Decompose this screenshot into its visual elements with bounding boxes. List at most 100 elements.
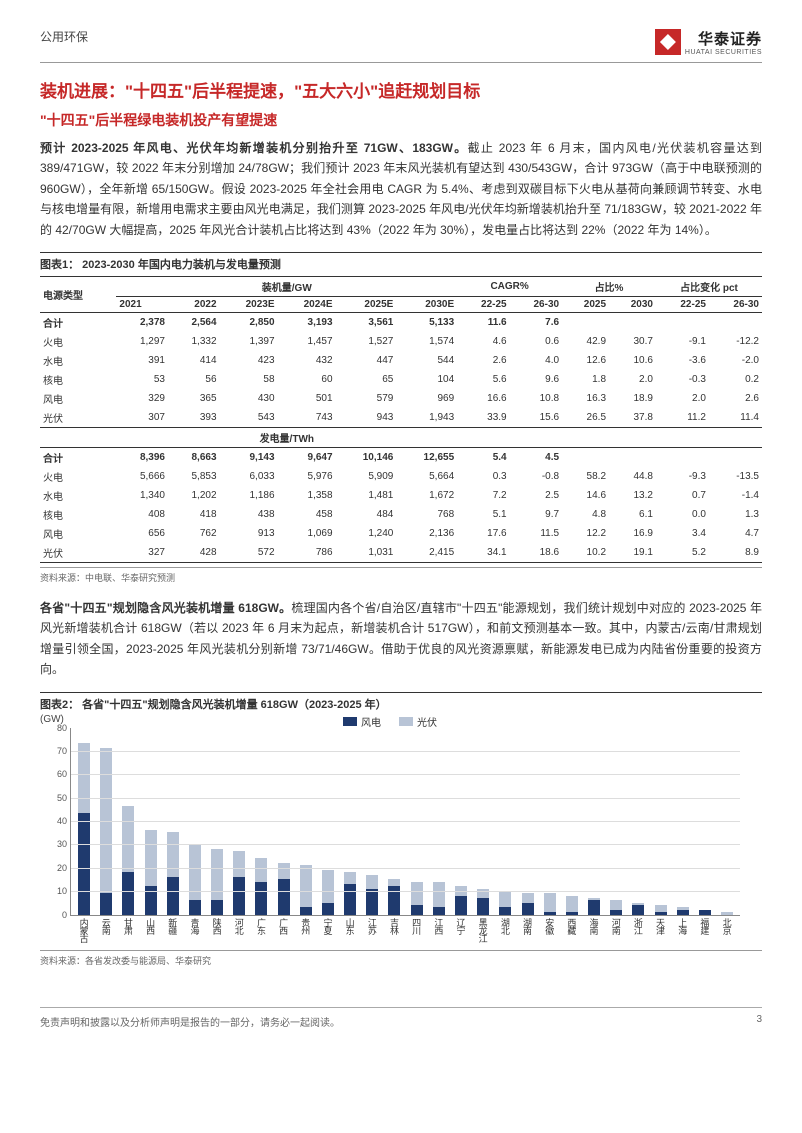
- x-label: 上海: [676, 918, 689, 934]
- chart-legend: 风电 光伏: [343, 714, 437, 729]
- bar-wind: [499, 907, 511, 914]
- bar-wind: [278, 879, 290, 914]
- x-label: 河北: [233, 918, 246, 934]
- x-label: 广东: [255, 918, 268, 934]
- x-label: 四川: [410, 918, 423, 934]
- bar-solar: [388, 879, 400, 886]
- x-label: 浙江: [632, 918, 645, 934]
- bar-solar: [145, 830, 157, 886]
- bar-solar: [300, 865, 312, 907]
- page-footer: 免责声明和披露以及分析师声明是报告的一部分，请务必一起阅读。 3: [40, 1007, 762, 1029]
- bar-solar: [522, 893, 534, 902]
- y-tick: 70: [57, 746, 71, 756]
- bar-wind: [100, 893, 112, 914]
- bar-wind: [189, 900, 201, 914]
- paragraph-2: 各省"十四五"规划隐含风光装机增量 618GW。梳理国内各个省/自治区/直辖市"…: [40, 598, 762, 680]
- header-section: 公用环保: [40, 28, 88, 45]
- chart-source: 资料来源：各省发改委与能源局、华泰研究: [40, 950, 762, 967]
- bar-solar: [477, 889, 489, 898]
- x-label: 广西: [277, 918, 290, 934]
- legend-swatch: [343, 717, 357, 726]
- bar-wind: [433, 907, 445, 914]
- heading-2: "十四五"后半程绿电装机投产有望提速: [40, 110, 762, 130]
- x-label: 黑龙江: [477, 918, 490, 942]
- bar-solar: [499, 891, 511, 907]
- bar-wind: [699, 910, 711, 915]
- bar-wind: [211, 900, 223, 914]
- bar-solar: [433, 882, 445, 908]
- legend-label: 光伏: [417, 714, 437, 729]
- x-label: 江苏: [366, 918, 379, 934]
- bar-wind: [477, 898, 489, 914]
- x-label: 甘肃: [122, 918, 135, 934]
- bar-wind: [411, 905, 423, 914]
- x-label: 福建: [698, 918, 711, 934]
- bar-wind: [522, 903, 534, 915]
- x-label: 新疆: [166, 918, 179, 934]
- bar-wind: [122, 872, 134, 914]
- bar-solar: [721, 912, 733, 914]
- x-label: 青海: [188, 918, 201, 934]
- table1-title: 图表1： 2023-2030 年国内电力装机与发电量预测: [40, 252, 762, 272]
- bar-wind: [455, 896, 467, 915]
- x-label: 天津: [654, 918, 667, 934]
- bar-solar: [278, 863, 290, 879]
- logo-icon: [655, 29, 681, 55]
- bar-solar: [78, 743, 90, 814]
- y-tick: 80: [57, 723, 71, 733]
- bar-solar: [233, 851, 245, 877]
- bar-wind: [677, 910, 689, 915]
- legend-item: 光伏: [399, 714, 437, 729]
- x-label: 云南: [100, 918, 113, 934]
- para1-body: 截止 2023 年 6 月末，国内风电/光伏装机容量达到 389/471GW，较…: [40, 141, 762, 237]
- bar-solar: [322, 870, 334, 903]
- bar-wind: [233, 877, 245, 915]
- legend-item: 风电: [343, 714, 381, 729]
- y-tick: 60: [57, 769, 71, 779]
- x-label: 贵州: [299, 918, 312, 934]
- bar-wind: [610, 910, 622, 915]
- y-tick: 30: [57, 839, 71, 849]
- bar-chart: (GW) 风电光伏 内蒙古云南甘肃山西新疆青海陕西河北广东广西贵州宁夏山东江苏吉…: [40, 716, 740, 946]
- para1-lead: 预计 2023-2025 年风电、光伏年均新增装机分别抬升至 71GW、183G…: [40, 141, 468, 155]
- bar-solar: [122, 806, 134, 872]
- bar-solar: [211, 849, 223, 901]
- bar-wind: [588, 900, 600, 914]
- page-header: 公用环保 华泰证券 HUATAI SECURITIES: [40, 28, 762, 63]
- x-label: 湖南: [521, 918, 534, 934]
- bar-wind: [544, 912, 556, 914]
- bar-solar: [411, 882, 423, 906]
- bar-wind: [322, 903, 334, 915]
- bar-solar: [544, 893, 556, 912]
- bar-wind: [255, 882, 267, 915]
- chart-plot-area: 内蒙古云南甘肃山西新疆青海陕西河北广东广西贵州宁夏山东江苏吉林四川江西辽宁黑龙江…: [70, 728, 740, 916]
- x-label: 山西: [144, 918, 157, 934]
- bar-solar: [566, 896, 578, 912]
- bar-wind: [632, 905, 644, 914]
- x-label: 北京: [721, 918, 734, 934]
- footer-disclaimer: 免责声明和披露以及分析师声明是报告的一部分，请务必一起阅读。: [40, 1014, 340, 1029]
- table-forecast: 电源类型装机量/GWCAGR%占比%占比变化 pct202120222023E2…: [40, 276, 762, 563]
- x-label: 江西: [432, 918, 445, 934]
- legend-swatch: [399, 717, 413, 726]
- x-label: 河南: [610, 918, 623, 934]
- bar-wind: [167, 877, 179, 915]
- y-tick: 0: [62, 910, 71, 920]
- logo-text: 华泰证券: [685, 28, 762, 49]
- heading-1: 装机进展："十四五"后半程提速，"五大六小"追赶规划目标: [40, 77, 762, 102]
- x-label: 宁夏: [321, 918, 334, 934]
- bar-solar: [610, 900, 622, 909]
- legend-label: 风电: [361, 714, 381, 729]
- y-tick: 10: [57, 886, 71, 896]
- x-label: 海南: [588, 918, 601, 934]
- bar-wind: [300, 907, 312, 914]
- chart-title: 图表2： 各省"十四五"规划隐含风光装机增量 618GW（2023-2025 年…: [40, 692, 762, 712]
- para2-lead: 各省"十四五"规划隐含风光装机增量 618GW。: [40, 601, 291, 615]
- bar-solar: [655, 905, 667, 912]
- bar-solar: [366, 875, 378, 889]
- x-label: 内蒙古: [78, 918, 91, 942]
- y-tick: 50: [57, 793, 71, 803]
- bar-solar: [167, 832, 179, 877]
- table1-source: 资料来源：中电联、华泰研究预测: [40, 567, 762, 584]
- x-label: 安徽: [543, 918, 556, 934]
